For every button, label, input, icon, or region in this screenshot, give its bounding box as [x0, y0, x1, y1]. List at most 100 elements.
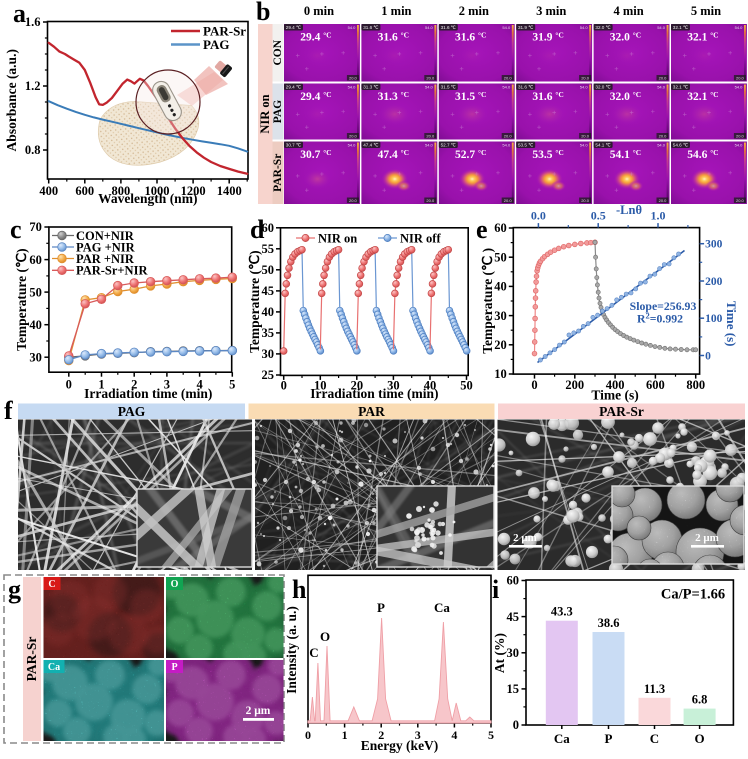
- svg-text:55: 55: [262, 242, 275, 256]
- svg-text:1.2: 1.2: [25, 79, 41, 93]
- svg-text:54.0: 54.0: [657, 25, 666, 30]
- svg-text:45: 45: [507, 610, 520, 624]
- svg-text:Energy (keV): Energy (keV): [361, 738, 439, 753]
- svg-text:b: b: [256, 0, 270, 26]
- svg-text:200: 200: [565, 378, 584, 392]
- svg-text:PAG +NIR: PAG +NIR: [76, 240, 136, 254]
- svg-text:53.5 ℃: 53.5 ℃: [518, 143, 534, 148]
- svg-text:Intensity (a. u.): Intensity (a. u.): [284, 606, 299, 694]
- svg-text:30: 30: [494, 309, 507, 323]
- svg-text:54.1 ℃: 54.1 ℃: [595, 143, 611, 148]
- svg-text:31.6 ℃: 31.6 ℃: [441, 25, 457, 30]
- svg-text:5 min: 5 min: [691, 4, 721, 18]
- svg-text:40: 40: [29, 318, 42, 332]
- svg-text:800: 800: [686, 378, 705, 392]
- svg-text:5: 5: [488, 728, 494, 742]
- svg-text:70: 70: [29, 220, 42, 234]
- svg-text:54.0: 54.0: [735, 143, 744, 148]
- svg-text:54.0: 54.0: [348, 85, 357, 90]
- svg-text:20.0: 20.0: [504, 198, 513, 203]
- svg-text:P: P: [605, 731, 613, 746]
- svg-text:O: O: [320, 629, 330, 644]
- svg-text:d: d: [250, 215, 265, 244]
- svg-text:NIR on: NIR on: [318, 231, 357, 245]
- svg-text:10: 10: [314, 379, 327, 393]
- svg-text:31.5 ℃: 31.5 ℃: [441, 85, 457, 90]
- svg-text:Ca: Ca: [48, 662, 60, 673]
- svg-text:50: 50: [460, 379, 473, 393]
- svg-text:25: 25: [262, 368, 275, 382]
- svg-text:31.9 ℃: 31.9 ℃: [518, 25, 534, 30]
- svg-text:29.4 ℃: 29.4 ℃: [286, 25, 302, 30]
- svg-text:0: 0: [513, 718, 519, 732]
- svg-text:54.0: 54.0: [657, 143, 666, 148]
- svg-text:PAR-Sr: PAR-Sr: [24, 637, 39, 682]
- svg-text:54.0: 54.0: [348, 25, 357, 30]
- svg-text:PAR-Sr: PAR-Sr: [599, 404, 644, 419]
- svg-text:PAR-Sr+NIR: PAR-Sr+NIR: [76, 264, 148, 278]
- svg-text:54.0: 54.0: [502, 85, 511, 90]
- svg-text:6.8: 6.8: [692, 693, 708, 707]
- svg-text:20: 20: [351, 379, 364, 393]
- svg-text:Time (s): Time (s): [591, 388, 638, 403]
- svg-text:32.1 ℃: 32.1 ℃: [673, 25, 689, 30]
- svg-text:20.0: 20.0: [659, 76, 668, 81]
- svg-text:47.4 ℃: 47.4 ℃: [363, 143, 379, 148]
- svg-text:300: 300: [705, 239, 723, 251]
- svg-text:30: 30: [507, 646, 520, 660]
- svg-text:C: C: [48, 579, 55, 590]
- svg-text:0 min: 0 min: [304, 4, 334, 18]
- svg-text:20.0: 20.0: [426, 134, 435, 139]
- svg-text:60: 60: [494, 221, 507, 235]
- svg-text:1000: 1000: [145, 184, 170, 198]
- svg-text:PAR +NIR: PAR +NIR: [76, 252, 135, 266]
- svg-text:4 min: 4 min: [613, 4, 643, 18]
- svg-text:O: O: [171, 579, 179, 590]
- svg-text:4: 4: [196, 378, 203, 392]
- svg-text:PAR-Sr: PAR-Sr: [203, 24, 246, 39]
- svg-text:30: 30: [29, 350, 42, 364]
- svg-text:1: 1: [98, 378, 104, 392]
- svg-text:40: 40: [262, 305, 275, 319]
- svg-text:3: 3: [164, 378, 170, 392]
- svg-text:31.6 ℃: 31.6 ℃: [518, 85, 534, 90]
- svg-text:54.0: 54.0: [580, 85, 589, 90]
- svg-text:11.3: 11.3: [644, 682, 665, 696]
- svg-text:54.0: 54.0: [502, 25, 511, 30]
- svg-text:0: 0: [305, 728, 311, 742]
- svg-text:1200: 1200: [181, 184, 206, 198]
- svg-text:54.0: 54.0: [657, 85, 666, 90]
- svg-text:20.0: 20.0: [349, 134, 358, 139]
- svg-text:Ca: Ca: [554, 731, 570, 746]
- svg-text:20.0: 20.0: [349, 76, 358, 81]
- svg-text:CON: CON: [272, 39, 284, 65]
- svg-text:a: a: [13, 0, 26, 28]
- svg-text:20.0: 20.0: [504, 76, 513, 81]
- svg-text:600: 600: [75, 184, 94, 198]
- svg-text:PAG: PAG: [203, 37, 229, 52]
- svg-text:50: 50: [29, 285, 42, 299]
- svg-text:2 μm: 2 μm: [695, 532, 719, 544]
- svg-text:Ca/P=1.66: Ca/P=1.66: [661, 587, 725, 603]
- svg-text:54.0: 54.0: [425, 143, 434, 148]
- svg-text:20.0: 20.0: [736, 76, 745, 81]
- svg-text:Absorbance (a.u.): Absorbance (a.u.): [4, 49, 19, 151]
- svg-text:c: c: [10, 215, 22, 244]
- svg-text:1.0: 1.0: [651, 209, 666, 223]
- svg-text:29.4 ℃: 29.4 ℃: [286, 85, 302, 90]
- svg-text:30: 30: [262, 347, 275, 361]
- svg-text:20.0: 20.0: [426, 76, 435, 81]
- svg-text:30: 30: [387, 379, 400, 393]
- svg-text:40: 40: [494, 280, 507, 294]
- svg-text:PAR-Sr: PAR-Sr: [272, 154, 284, 192]
- svg-text:50: 50: [262, 263, 275, 277]
- svg-text:60: 60: [507, 574, 520, 588]
- svg-text:32.1 ℃: 32.1 ℃: [673, 85, 689, 90]
- svg-text:0.0: 0.0: [531, 209, 546, 223]
- svg-text:54.0: 54.0: [425, 25, 434, 30]
- svg-text:20.0: 20.0: [736, 198, 745, 203]
- svg-text:38.6: 38.6: [598, 616, 620, 630]
- svg-text:200: 200: [705, 276, 723, 288]
- svg-text:32.0 ℃: 32.0 ℃: [595, 85, 611, 90]
- svg-text:100: 100: [705, 313, 723, 325]
